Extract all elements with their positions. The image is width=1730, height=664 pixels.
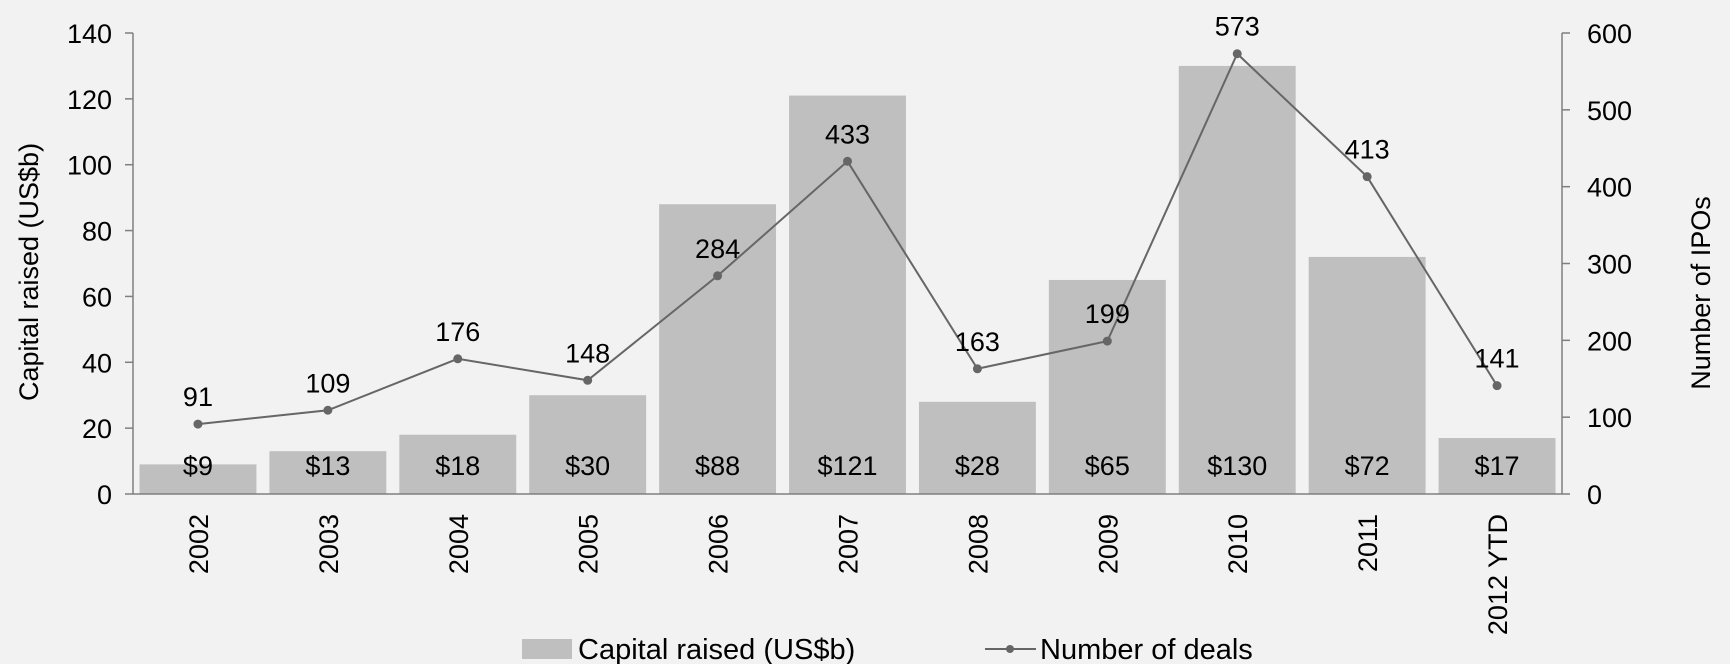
deals-value-label: 284 [695, 234, 740, 264]
deals-value-label: 91 [183, 382, 213, 412]
deals-value-label: 109 [305, 368, 350, 398]
bar-value-label: $72 [1345, 451, 1390, 481]
deals-point [583, 375, 593, 385]
y2-tick-label: 200 [1587, 326, 1632, 356]
x-tick-label: 2012 YTD [1483, 514, 1513, 635]
x-tick-label: 2004 [444, 514, 474, 574]
deals-value-label: 199 [1085, 299, 1130, 329]
deals-value-label: 176 [435, 317, 480, 347]
deals-value-label: 163 [955, 327, 1000, 357]
legend-bar-label: Capital raised (US$b) [578, 634, 855, 664]
bar-value-label: $65 [1085, 451, 1130, 481]
number-of-deals-line [193, 49, 1502, 429]
bar-2011 [1308, 256, 1426, 494]
bar-value-label: $30 [565, 451, 610, 481]
deals-point [1362, 172, 1372, 182]
y2-tick-label: 600 [1587, 19, 1632, 49]
bar-value-label: $9 [183, 451, 213, 481]
x-tick-label: 2005 [574, 514, 604, 574]
deals-value-label: 141 [1475, 344, 1520, 374]
legend-line-label: Number of deals [1040, 634, 1253, 664]
y2-tick-label: 500 [1587, 96, 1632, 126]
bar-2007 [789, 95, 906, 495]
y2-tick-label: 400 [1587, 173, 1632, 203]
deals-point [843, 156, 852, 166]
x-tick-label: 2007 [834, 514, 864, 574]
bar-value-label: $130 [1207, 451, 1267, 481]
deals-point [713, 271, 723, 281]
x-tick-label: 2008 [963, 514, 993, 574]
bar-2004 [399, 434, 517, 494]
y-tick-label: 100 [67, 151, 112, 181]
deals-value-label: 413 [1345, 135, 1390, 165]
y-tick-label: 20 [82, 414, 112, 444]
deals-value-label: 573 [1215, 12, 1260, 42]
deals-point [453, 354, 463, 364]
bar-2008 [918, 401, 1036, 494]
y-axis-title: Capital raised (US$b) [14, 143, 44, 401]
bar-2006 [659, 204, 777, 494]
bar-value-label: $28 [955, 451, 1000, 481]
x-tick-label: 2009 [1093, 514, 1123, 574]
deals-point [323, 405, 333, 415]
x-tick-label: 2010 [1223, 514, 1253, 574]
bar-value-label: $18 [435, 451, 480, 481]
y-tick-label: 80 [82, 217, 112, 247]
capital-raised-bars [139, 65, 1556, 495]
deals-point [193, 419, 203, 429]
y-tick-label: 140 [67, 19, 112, 49]
axes: 0 20 40 60 80 100 120 140 0 100 200 300 400 500 600 200… [67, 19, 1632, 635]
bar-value-label: $121 [817, 451, 877, 481]
y-tick-label: 40 [82, 348, 112, 378]
y2-tick-label: 100 [1587, 403, 1632, 433]
bar-2003 [269, 451, 387, 494]
x-tick-label: 2002 [184, 514, 214, 574]
legend-bar-swatch [522, 639, 572, 659]
deals-point [972, 364, 982, 374]
bar-value-label: $88 [695, 451, 740, 481]
y-tick-label: 0 [97, 480, 112, 510]
y2-axis-title: Number of IPOs [1686, 196, 1716, 390]
deals-point [1102, 336, 1112, 346]
bar-2009 [1048, 279, 1166, 494]
bar-2002 [139, 464, 257, 494]
data-labels: $9 $13 $18 $30 $88 $121 $28 $65 $130 $72 $17 91 109 1… [183, 12, 1520, 481]
deals-point [1492, 381, 1502, 391]
legend-line-marker [1006, 645, 1014, 653]
bar-2010 [1178, 65, 1296, 494]
deals-value-label: 433 [825, 119, 870, 149]
bar-value-label: $13 [305, 451, 350, 481]
bar-value-label: $17 [1475, 451, 1520, 481]
deals-value-label: 148 [565, 338, 610, 368]
x-tick-label: 2003 [314, 514, 344, 574]
y2-tick-label: 0 [1587, 480, 1602, 510]
x-tick-label: 2011 [1353, 514, 1383, 572]
x-tick-label: 2006 [704, 514, 734, 574]
bar-2012-ytd [1438, 438, 1556, 494]
legend: Capital raised (US$b) Number of deals [522, 634, 1253, 664]
deals-point [1232, 49, 1242, 59]
y-tick-label: 120 [67, 85, 112, 115]
y2-tick-label: 300 [1587, 250, 1632, 280]
bar-2005 [529, 395, 647, 494]
y-tick-label: 60 [82, 282, 112, 312]
